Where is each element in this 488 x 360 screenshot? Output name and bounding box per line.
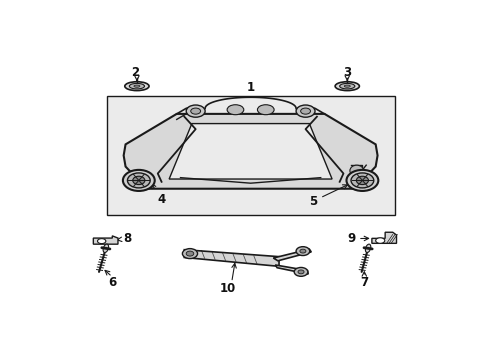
Ellipse shape <box>129 84 144 89</box>
Ellipse shape <box>344 85 349 87</box>
Polygon shape <box>371 232 396 243</box>
Text: 8: 8 <box>117 232 131 245</box>
Ellipse shape <box>294 267 307 276</box>
Ellipse shape <box>127 173 150 188</box>
Text: 6: 6 <box>108 276 116 289</box>
Ellipse shape <box>339 84 354 89</box>
Ellipse shape <box>349 165 363 176</box>
Ellipse shape <box>297 270 304 274</box>
Ellipse shape <box>103 244 108 252</box>
Ellipse shape <box>134 85 140 87</box>
Ellipse shape <box>350 173 373 188</box>
Ellipse shape <box>365 244 370 252</box>
Ellipse shape <box>186 251 193 256</box>
Ellipse shape <box>300 108 310 114</box>
Ellipse shape <box>356 176 368 185</box>
Ellipse shape <box>296 105 314 117</box>
Text: 9: 9 <box>346 232 368 245</box>
Ellipse shape <box>190 108 200 114</box>
Ellipse shape <box>257 105 274 115</box>
Text: 1: 1 <box>246 81 254 94</box>
Bar <box>106 96 394 215</box>
Ellipse shape <box>346 170 378 191</box>
Polygon shape <box>93 236 118 244</box>
Ellipse shape <box>375 238 384 243</box>
Text: 7: 7 <box>360 276 367 289</box>
Polygon shape <box>273 249 310 261</box>
Ellipse shape <box>124 82 149 91</box>
Polygon shape <box>123 114 377 189</box>
Polygon shape <box>184 250 279 266</box>
Text: 3: 3 <box>343 66 350 79</box>
Ellipse shape <box>334 82 359 91</box>
Ellipse shape <box>186 105 205 117</box>
Text: 2: 2 <box>131 66 139 79</box>
Ellipse shape <box>226 105 244 115</box>
Polygon shape <box>275 265 307 274</box>
Text: 10: 10 <box>219 282 236 295</box>
Ellipse shape <box>299 249 305 253</box>
Polygon shape <box>169 123 331 179</box>
Ellipse shape <box>295 247 309 256</box>
Ellipse shape <box>132 176 144 185</box>
Ellipse shape <box>182 249 197 258</box>
Text: 4: 4 <box>151 184 165 206</box>
Text: 5: 5 <box>308 185 346 208</box>
Ellipse shape <box>122 170 154 191</box>
Ellipse shape <box>97 239 105 244</box>
